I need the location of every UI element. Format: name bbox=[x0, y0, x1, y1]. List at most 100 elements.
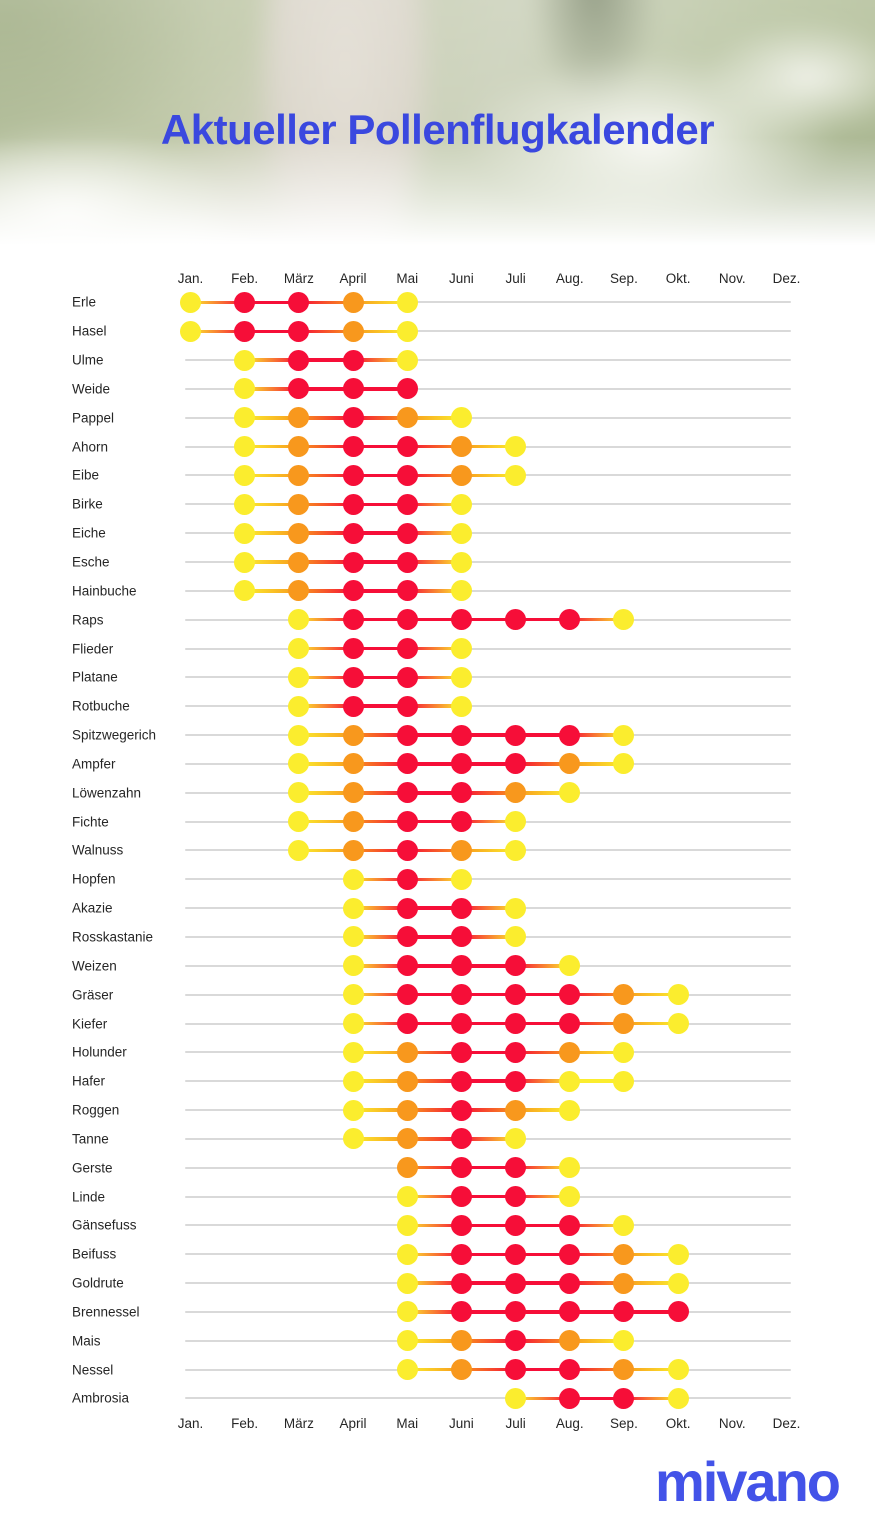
chart-row: Raps bbox=[0, 605, 875, 634]
chart-row: Gräser bbox=[0, 980, 875, 1009]
pollen-dot bbox=[450, 839, 472, 861]
chart-row: Rosskastanie bbox=[0, 923, 875, 952]
pollen-dot bbox=[450, 1128, 472, 1150]
pollen-dot bbox=[288, 638, 310, 660]
pollen-dot bbox=[505, 1330, 527, 1352]
pollen-dot bbox=[450, 868, 472, 890]
pollen-dot bbox=[396, 1214, 418, 1236]
pollen-dot bbox=[505, 1301, 527, 1323]
month-gridline bbox=[185, 561, 791, 564]
pollen-chart-rows: Erle Hasel Ulme Weide Pappel Ahorn Eibe Birke Ei… bbox=[0, 288, 875, 1413]
pollen-dot bbox=[613, 1070, 635, 1092]
pollen-dot bbox=[559, 1272, 581, 1294]
pollen-dot bbox=[396, 868, 418, 890]
pollen-dot bbox=[396, 782, 418, 804]
pollen-dot bbox=[342, 1099, 364, 1121]
pollen-dot bbox=[288, 349, 310, 371]
chart-row: Linde bbox=[0, 1182, 875, 1211]
pollen-dot bbox=[342, 811, 364, 833]
pollen-dot bbox=[667, 1301, 689, 1323]
pollen-dot bbox=[450, 580, 472, 602]
pollen-dot bbox=[342, 1128, 364, 1150]
month-gridline bbox=[185, 647, 791, 650]
month-gridline bbox=[185, 589, 791, 592]
intensity-line bbox=[353, 935, 516, 939]
pollen-dot bbox=[505, 1128, 527, 1150]
pollen-dot bbox=[342, 609, 364, 631]
pollen-dot bbox=[450, 724, 472, 746]
pollen-dot bbox=[396, 1359, 418, 1381]
pollen-dot bbox=[505, 1243, 527, 1265]
plant-label: Kiefer bbox=[72, 1016, 108, 1032]
month-label: März bbox=[283, 1416, 314, 1431]
plant-label: Nessel bbox=[72, 1362, 114, 1378]
pollen-dot bbox=[342, 1041, 364, 1063]
pollen-dot bbox=[613, 1301, 635, 1323]
month-label: April bbox=[339, 271, 367, 286]
plant-label: Akazie bbox=[72, 900, 113, 916]
intensity-line bbox=[244, 358, 408, 362]
pollen-dot bbox=[559, 1301, 581, 1323]
pollen-dot bbox=[342, 695, 364, 717]
pollen-dot bbox=[559, 753, 581, 775]
chart-row: Walnuss bbox=[0, 836, 875, 865]
month-gridline bbox=[185, 878, 791, 881]
month-gridline bbox=[185, 359, 791, 362]
chart-row: Hopfen bbox=[0, 865, 875, 894]
pollen-dot bbox=[559, 1359, 581, 1381]
pollen-dot bbox=[667, 1272, 689, 1294]
pollen-dot bbox=[450, 1301, 472, 1323]
plant-label: Walnuss bbox=[72, 842, 124, 858]
pollen-dot bbox=[234, 378, 256, 400]
pollen-dot bbox=[450, 1099, 472, 1121]
month-label: Aug. bbox=[555, 271, 584, 286]
pollen-dot bbox=[450, 407, 472, 429]
plant-label: Hafer bbox=[72, 1073, 106, 1089]
plant-label: Löwenzahn bbox=[72, 785, 142, 801]
pollen-dot bbox=[505, 1214, 527, 1236]
pollen-dot bbox=[342, 839, 364, 861]
pollen-dot bbox=[559, 1070, 581, 1092]
chart-row: Ampfer bbox=[0, 750, 875, 779]
chart-row: Mais bbox=[0, 1326, 875, 1355]
pollen-dot bbox=[288, 666, 310, 688]
month-label: Juli bbox=[505, 1416, 526, 1431]
pollen-dot bbox=[450, 666, 472, 688]
chart-row: Fichte bbox=[0, 807, 875, 836]
plant-label: Hainbuche bbox=[72, 583, 137, 599]
pollen-dot bbox=[505, 1359, 527, 1381]
month-label: Juni bbox=[449, 271, 474, 286]
month-label: Juli bbox=[505, 271, 526, 286]
intensity-line bbox=[407, 1252, 679, 1257]
plant-label: Weide bbox=[72, 381, 111, 397]
month-label: Dez. bbox=[772, 271, 801, 286]
pollen-dot bbox=[505, 1272, 527, 1294]
pollen-dot bbox=[288, 695, 310, 717]
pollen-dot bbox=[288, 609, 310, 631]
pollen-dot bbox=[396, 291, 418, 313]
pollen-dot bbox=[342, 493, 364, 515]
month-gridline bbox=[185, 705, 791, 708]
intensity-line bbox=[407, 1165, 570, 1170]
pollen-dot bbox=[396, 464, 418, 486]
pollen-dot bbox=[342, 580, 364, 602]
pollen-dot bbox=[288, 493, 310, 515]
chart-row: Ambrosia bbox=[0, 1384, 875, 1413]
plant-label: Erle bbox=[72, 294, 97, 310]
chart-row: Pappel bbox=[0, 403, 875, 432]
pollen-dot bbox=[234, 464, 256, 486]
plant-label: Linde bbox=[72, 1189, 106, 1205]
chart-row: Hasel bbox=[0, 317, 875, 346]
chart-row: Gänsefuss bbox=[0, 1211, 875, 1240]
pollen-dot bbox=[288, 407, 310, 429]
chart-row: Weide bbox=[0, 375, 875, 404]
pollen-dot bbox=[559, 782, 581, 804]
intensity-line bbox=[244, 387, 408, 391]
pollen-dot bbox=[234, 291, 256, 313]
pollen-dot bbox=[613, 1013, 635, 1035]
month-label: Nov. bbox=[718, 1416, 746, 1431]
chart-row: Brennessel bbox=[0, 1298, 875, 1327]
pollen-dot bbox=[342, 378, 364, 400]
pollen-dot bbox=[396, 580, 418, 602]
